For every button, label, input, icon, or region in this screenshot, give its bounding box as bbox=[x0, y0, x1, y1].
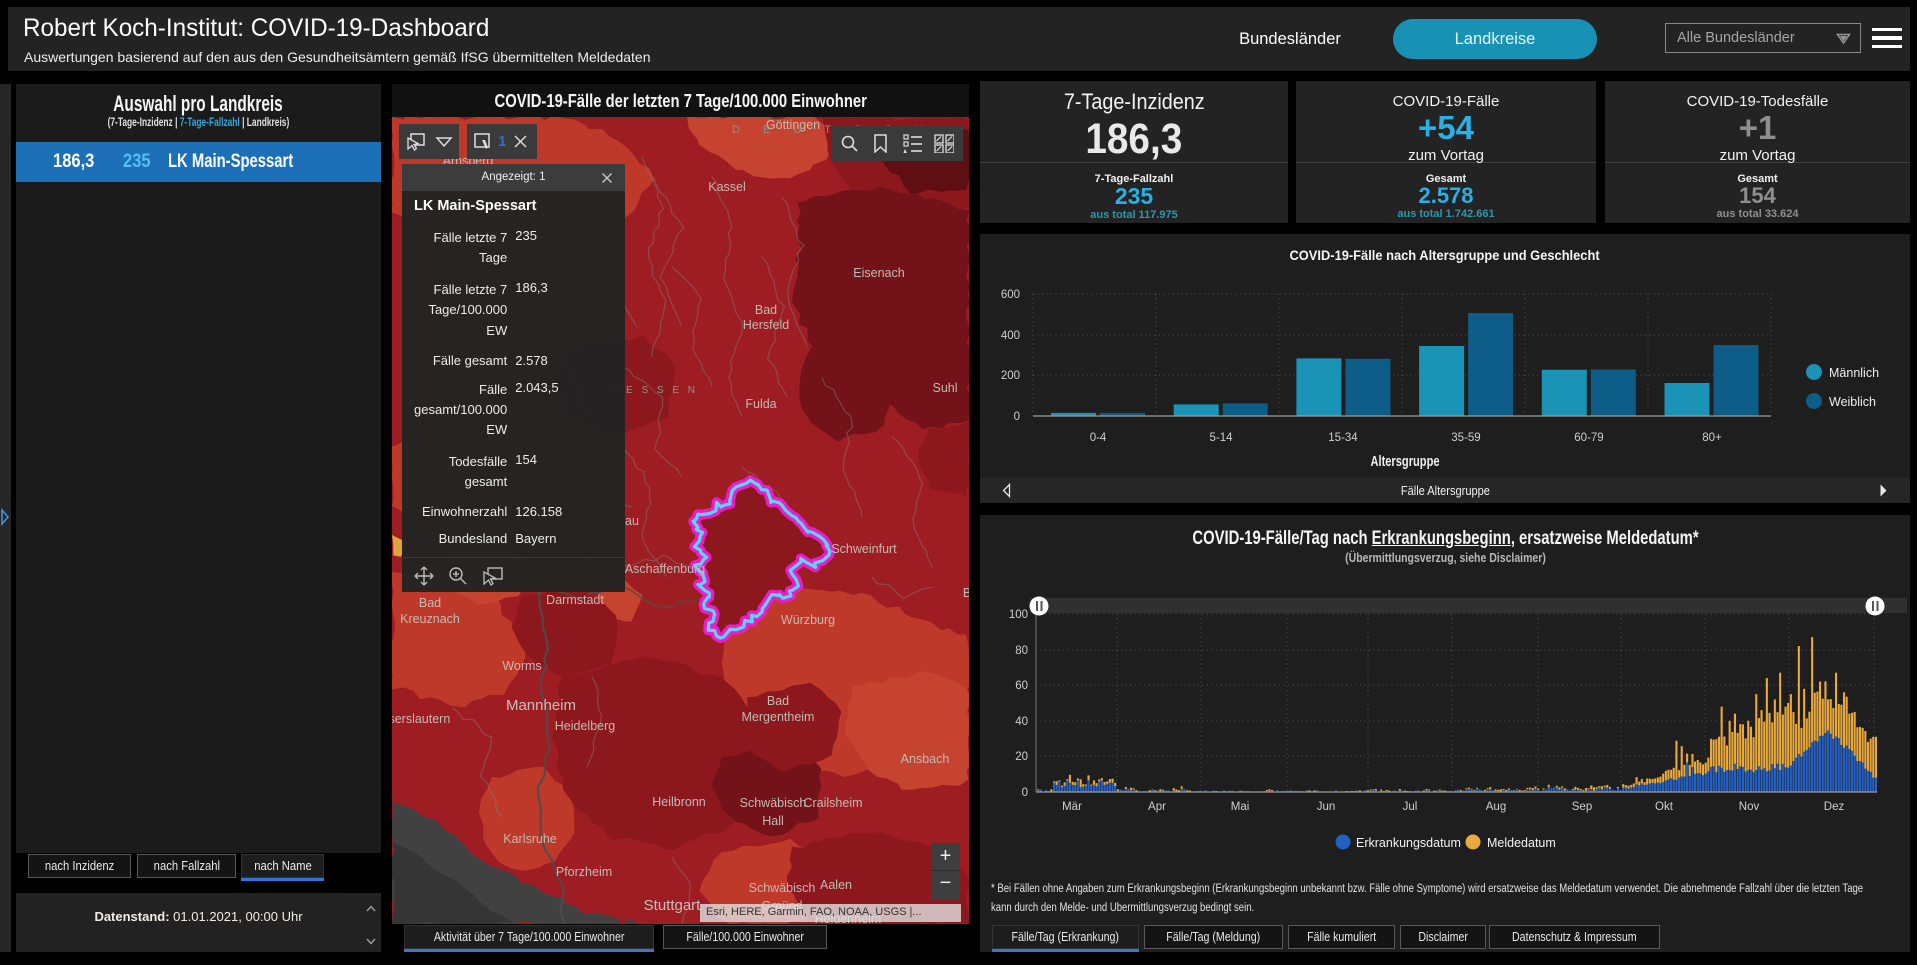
svg-text:Schwäbisch: Schwäbisch bbox=[740, 796, 807, 810]
svg-text:Hersfeld: Hersfeld bbox=[743, 318, 790, 332]
svg-text:Mannheim: Mannheim bbox=[506, 697, 576, 714]
svg-text:Kreuznach: Kreuznach bbox=[400, 612, 460, 626]
svg-text:Heidelberg: Heidelberg bbox=[555, 719, 616, 733]
svg-text:B: B bbox=[963, 586, 969, 600]
svg-text:Schweinfurt: Schweinfurt bbox=[831, 542, 897, 556]
svg-text:Kassel: Kassel bbox=[708, 180, 746, 194]
svg-text:iserslautern: iserslautern bbox=[392, 712, 450, 726]
svg-text:Bad: Bad bbox=[755, 303, 777, 317]
svg-text:Suhl: Suhl bbox=[932, 381, 957, 395]
svg-text:Bad: Bad bbox=[419, 596, 441, 610]
svg-text:Göttingen: Göttingen bbox=[766, 118, 820, 132]
svg-text:Hall: Hall bbox=[762, 814, 784, 828]
svg-text:Mergentheim: Mergentheim bbox=[742, 710, 815, 724]
svg-text:Aschaffenburg: Aschaffenburg bbox=[625, 562, 705, 576]
svg-text:Würzburg: Würzburg bbox=[781, 613, 835, 627]
svg-text:Darmstadt: Darmstadt bbox=[546, 593, 604, 607]
svg-text:Heilbronn: Heilbronn bbox=[652, 795, 706, 809]
svg-text:Schwäbisch: Schwäbisch bbox=[749, 881, 816, 895]
svg-text:Karlsruhe: Karlsruhe bbox=[503, 832, 557, 846]
svg-text:Eisenach: Eisenach bbox=[853, 266, 904, 280]
svg-text:Aalen: Aalen bbox=[820, 878, 852, 892]
svg-text:au: au bbox=[625, 514, 639, 528]
svg-text:Crailsheim: Crailsheim bbox=[803, 796, 862, 810]
svg-text:Stuttgart: Stuttgart bbox=[644, 897, 702, 914]
svg-text:Fulda: Fulda bbox=[745, 397, 776, 411]
svg-text:H E S S E N: H E S S E N bbox=[610, 385, 698, 396]
svg-text:Bad: Bad bbox=[767, 694, 789, 708]
svg-text:Worms: Worms bbox=[502, 659, 541, 673]
svg-text:Ansbach: Ansbach bbox=[901, 752, 950, 766]
svg-text:Pforzheim: Pforzheim bbox=[556, 865, 612, 879]
